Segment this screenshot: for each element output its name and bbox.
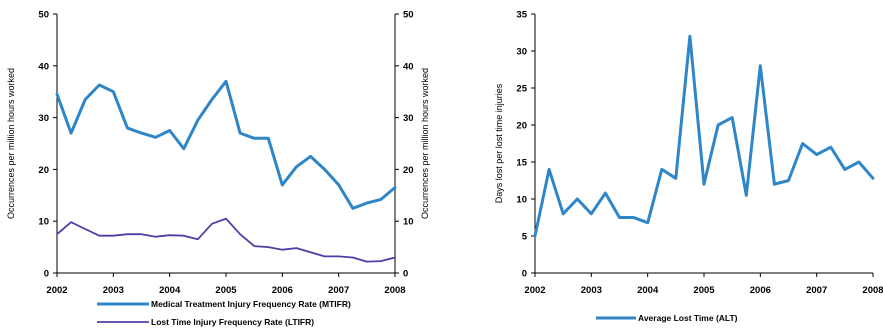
- legend-label: Medical Treatment Injury Frequency Rate …: [151, 299, 351, 309]
- y-tick-label: 10: [38, 217, 49, 228]
- y-tick-label: 50: [38, 10, 49, 21]
- x-tick-label: 2003: [103, 285, 124, 296]
- y-tick-label: 25: [516, 84, 527, 95]
- y-tick-label: 30: [38, 113, 49, 124]
- y-right-tick-label: 30: [403, 113, 414, 124]
- x-tick-label: 2008: [862, 285, 883, 296]
- y-tick-label: 0: [522, 269, 527, 280]
- y-right-tick-label: 0: [403, 269, 408, 280]
- y-tick-label: 20: [516, 121, 527, 132]
- y-tick-label: 10: [516, 195, 527, 206]
- y-axis-title: Occurrences per million hours worked: [6, 68, 16, 219]
- y-axis-title: Days lost per lost time injuries: [494, 83, 504, 203]
- series-line: [55, 79, 397, 210]
- y-tick-label: 15: [516, 158, 527, 169]
- x-tick-label: 2006: [750, 285, 771, 296]
- x-tick-label: 2008: [384, 285, 405, 296]
- x-tick-label: 2005: [693, 285, 715, 296]
- x-tick-label: 2005: [215, 285, 237, 296]
- frequency-rate-chart: 0 0 10 10 20 20 30 30 40 40 50 50 2002 2003 2004 2005 20…: [6, 10, 430, 328]
- y-tick-label: 0: [44, 269, 49, 280]
- x-tick-label: 2007: [806, 285, 827, 296]
- series-line: [56, 217, 396, 263]
- y-right-tick-label: 50: [403, 10, 414, 21]
- x-tick-label: 2002: [46, 285, 67, 296]
- y-tick-label: 35: [516, 10, 527, 21]
- x-tick-label: 2007: [328, 285, 349, 296]
- legend-label: Lost Time Injury Frequency Rate (LTIFR): [151, 317, 314, 327]
- y-tick-label: 40: [38, 61, 49, 72]
- x-tick-label: 2004: [637, 285, 659, 296]
- x-tick-label: 2002: [524, 285, 545, 296]
- y-axis-right-title: Occurrences per million hours worked: [420, 68, 430, 219]
- legend-label: Average Lost Time (ALT): [638, 313, 738, 323]
- y-tick-label: 30: [516, 47, 527, 58]
- y-right-tick-label: 10: [403, 217, 414, 228]
- average-lost-time-chart: 0 5 10 15 20 25 30 35 2002 2003 2004 2005 2006 2007 20…: [494, 10, 883, 324]
- y-tick-label: 5: [522, 232, 528, 243]
- series-line: [533, 34, 875, 238]
- x-tick-label: 2006: [272, 285, 293, 296]
- y-right-tick-label: 20: [403, 165, 414, 176]
- y-tick-label: 20: [38, 165, 49, 176]
- x-tick-label: 2003: [581, 285, 602, 296]
- x-tick-label: 2004: [159, 285, 181, 296]
- y-right-tick-label: 40: [403, 61, 414, 72]
